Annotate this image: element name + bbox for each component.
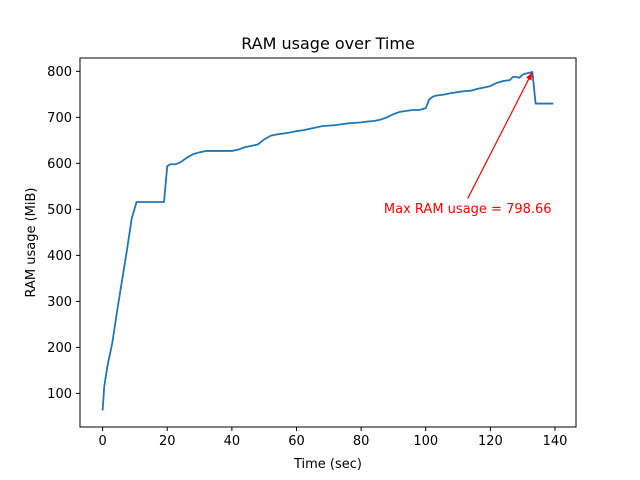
annotation-arrow-head [526,71,533,81]
plot-frame [79,57,577,428]
x-tick-label: 60 [288,434,305,449]
y-tick-label: 100 [47,387,72,402]
annotation-layer: Max RAM usage = 798.66 [384,71,552,217]
y-tick-label: 700 [47,111,72,126]
y-tick-label: 400 [47,249,72,264]
x-axis-label: Time (sec) [293,457,362,472]
x-tick-label: 20 [159,434,176,449]
x-tick-label: 100 [413,434,438,449]
annotation-label: Max RAM usage = 798.66 [384,202,552,217]
annotation-arrow-line [467,78,530,199]
chart-title: RAM usage over Time [241,34,415,53]
series-line [101,71,554,411]
y-tick-label: 600 [47,157,72,172]
ticks-layer: 0 20 40 60 80 100 120 140 100 200 300 400 500 600 700 8… [47,65,567,449]
x-tick-label: 0 [98,434,106,449]
x-tick-label: 80 [353,434,370,449]
y-tick-label: 300 [47,295,72,310]
series-layer [101,71,554,411]
x-tick-label: 120 [478,434,503,449]
y-axis-label: RAM usage (MiB) [24,188,39,298]
x-tick-label: 40 [224,434,241,449]
y-tick-label: 200 [47,341,72,356]
x-tick-label: 140 [543,434,568,449]
y-tick-label: 800 [47,65,72,80]
y-tick-label: 500 [47,203,72,218]
